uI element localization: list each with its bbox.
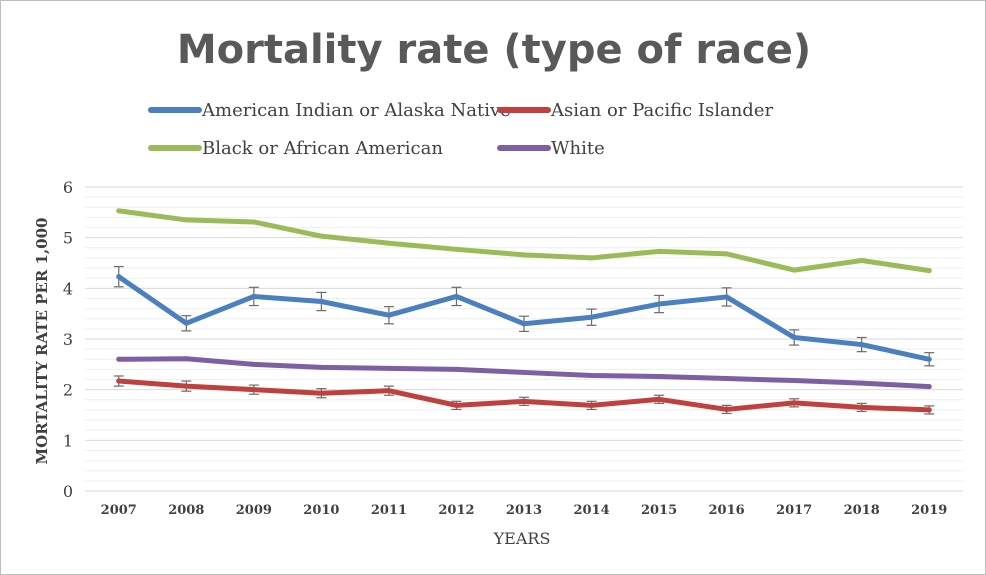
data-point <box>116 208 122 214</box>
data-point <box>656 301 662 307</box>
data-point <box>926 407 932 413</box>
data-point <box>183 217 189 223</box>
y-tick-label: 3 <box>63 330 73 349</box>
x-axis-label: YEARS <box>493 529 551 548</box>
data-point <box>724 251 730 257</box>
data-point <box>453 366 459 372</box>
legend-label-asian: Asian or Pacific Islander <box>550 100 773 121</box>
data-point <box>453 402 459 408</box>
legend-label-black: Black or African American <box>202 138 443 159</box>
data-point <box>589 255 595 261</box>
data-point <box>791 334 797 340</box>
data-point <box>318 390 324 396</box>
legend-item-american-indian: American Indian or Alaska Native <box>148 100 511 121</box>
data-point <box>656 396 662 402</box>
data-point <box>656 248 662 254</box>
data-point <box>318 233 324 239</box>
data-point <box>791 378 797 384</box>
series-lines <box>116 208 932 413</box>
data-point <box>926 268 932 274</box>
data-point <box>724 376 730 382</box>
data-point <box>521 398 527 404</box>
data-point <box>724 406 730 412</box>
y-axis-label: MORTALITY RATE PER 1,000 <box>33 218 51 465</box>
x-tick-label: 2008 <box>168 503 204 518</box>
data-point <box>453 246 459 252</box>
x-tick-label: 2015 <box>641 503 677 518</box>
data-point <box>926 384 932 390</box>
x-tick-label: 2019 <box>911 503 947 518</box>
data-point <box>656 373 662 379</box>
data-point <box>589 402 595 408</box>
data-point <box>386 388 392 394</box>
x-tick-label: 2014 <box>573 503 609 518</box>
data-point <box>116 378 122 384</box>
data-point <box>183 383 189 389</box>
data-point <box>859 342 865 348</box>
data-point <box>926 356 932 362</box>
data-point <box>183 320 189 326</box>
legend-item-black: Black or African American <box>148 138 443 159</box>
x-tick-label: 2017 <box>776 503 812 518</box>
data-point <box>521 369 527 375</box>
data-point <box>453 293 459 299</box>
data-point <box>386 365 392 371</box>
data-point <box>791 267 797 273</box>
x-axis-ticks: 2007 2008 2009 2010 2011 2012 2013 2014 2015 2016… <box>101 503 948 518</box>
legend-item-asian: Asian or Pacific Islander <box>497 100 773 121</box>
data-point <box>589 372 595 378</box>
y-tick-label: 4 <box>63 279 73 298</box>
legend-item-white: White <box>497 138 605 159</box>
data-point <box>386 240 392 246</box>
chart-title: Mortality rate (type of race) <box>177 27 811 73</box>
data-point <box>116 356 122 362</box>
data-point <box>183 356 189 362</box>
legend-label-white: White <box>551 138 605 159</box>
y-tick-label: 0 <box>63 482 73 501</box>
y-tick-label: 6 <box>63 178 73 197</box>
data-point <box>318 364 324 370</box>
data-point <box>116 274 122 280</box>
series-line-black-or-african-american <box>116 208 932 274</box>
legend-label-american-indian: American Indian or Alaska Native <box>201 100 511 121</box>
data-point <box>251 219 257 225</box>
y-tick-label: 2 <box>63 381 73 400</box>
x-tick-label: 2011 <box>371 503 407 518</box>
data-point <box>859 380 865 386</box>
y-tick-label: 1 <box>63 431 73 450</box>
y-axis-ticks: 0 1 2 3 4 5 6 <box>63 178 73 501</box>
x-tick-label: 2013 <box>506 503 542 518</box>
data-point <box>724 294 730 300</box>
y-tick-label: 5 <box>63 229 73 248</box>
x-tick-label: 2018 <box>844 503 880 518</box>
data-point <box>386 312 392 318</box>
legend: American Indian or Alaska Native Asian o… <box>148 100 773 159</box>
data-point <box>521 252 527 258</box>
data-point <box>521 321 527 327</box>
x-tick-label: 2012 <box>438 503 474 518</box>
x-tick-label: 2007 <box>101 503 137 518</box>
x-tick-label: 2016 <box>709 503 745 518</box>
data-point <box>791 400 797 406</box>
data-point <box>251 387 257 393</box>
data-point <box>859 404 865 410</box>
data-point <box>859 257 865 263</box>
data-point <box>251 293 257 299</box>
x-tick-label: 2010 <box>303 503 339 518</box>
x-tick-label: 2009 <box>236 503 272 518</box>
data-point <box>251 361 257 367</box>
data-point <box>589 314 595 320</box>
data-point <box>318 299 324 305</box>
